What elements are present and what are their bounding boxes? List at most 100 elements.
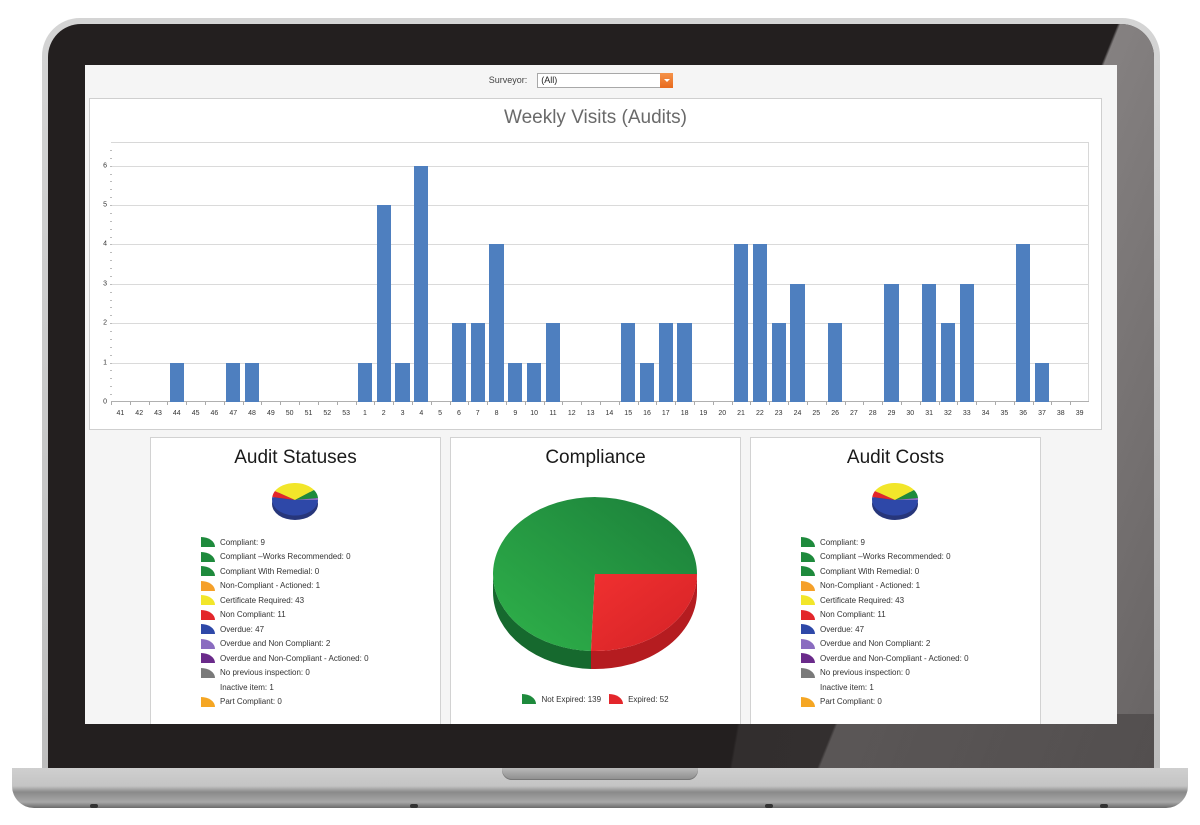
legend-label: Part Compliant: 0 — [820, 697, 882, 707]
x-tick-label: 5 — [438, 410, 443, 417]
x-tick-label: 33 — [962, 410, 971, 417]
x-tick-mark — [1051, 402, 1053, 405]
y-minor-tick — [110, 331, 112, 333]
x-tick-label: 30 — [906, 410, 915, 417]
bar-week-22[interactable] — [752, 244, 767, 402]
x-tick-mark — [1013, 402, 1015, 405]
x-tick-mark — [900, 402, 902, 405]
legend-item: Overdue: 47 — [801, 622, 969, 637]
bar-week-3[interactable] — [395, 362, 410, 402]
x-tick-mark — [261, 402, 263, 405]
legend-swatch-icon — [801, 609, 815, 620]
x-tick-label: 36 — [1019, 410, 1028, 417]
x-tick-mark — [825, 402, 827, 405]
bar-week-1[interactable] — [357, 362, 373, 402]
legend-item: Compliant With Remedial: 0 — [801, 564, 969, 579]
bar-week-29[interactable] — [884, 283, 899, 402]
x-tick-label: 29 — [887, 410, 896, 417]
bar-week-17[interactable] — [658, 323, 673, 402]
x-tick-label: 37 — [1038, 410, 1046, 417]
surveyor-dropdown[interactable]: (All) — [537, 72, 674, 88]
legend-swatch-icon — [801, 682, 815, 692]
compliance-pie-chart — [492, 497, 697, 670]
bar-week-6[interactable] — [451, 323, 467, 402]
legend-item: Certificate Required: 43 — [801, 593, 969, 608]
legend-label: Compliant With Remedial: 0 — [220, 566, 320, 576]
bar-week-33[interactable] — [959, 283, 974, 402]
dropdown-arrow-icon[interactable] — [660, 72, 674, 88]
x-tick-label: 44 — [172, 410, 181, 417]
x-tick-mark — [355, 402, 357, 405]
audit-costs-legend: Compliant: 9 Compliant –Works Recommended… — [801, 535, 969, 709]
x-tick-label: 19 — [699, 410, 708, 417]
y-minor-tick — [110, 212, 112, 214]
bar-week-36[interactable] — [1016, 244, 1031, 402]
x-tick-mark — [1070, 402, 1072, 405]
x-tick-label: 50 — [285, 410, 294, 417]
legend-item: Compliant –Works Recommended: 0 — [801, 550, 969, 565]
surveyor-selected-value: (All) — [541, 74, 558, 85]
bar-week-37[interactable] — [1034, 362, 1050, 402]
x-tick-mark — [411, 402, 413, 405]
x-tick-mark — [919, 402, 921, 405]
audit-statuses-legend: Compliant: 9 Compliant –Works Recommended… — [201, 535, 369, 709]
legend-item: Compliant: 9 — [801, 535, 969, 550]
x-axis-line — [111, 401, 1089, 402]
x-tick-mark — [393, 402, 395, 405]
bar-week-15[interactable] — [621, 323, 636, 402]
legend-label: Part Compliant: 0 — [220, 697, 282, 707]
x-tick-mark — [430, 402, 432, 405]
x-tick-label: 35 — [1000, 410, 1009, 417]
y-tick-label: 4 — [103, 240, 107, 248]
x-tick-label: 18 — [680, 410, 689, 417]
audit-costs-panel: Audit Costs Compliant: 9 Compliant –Works… — [750, 437, 1041, 724]
x-tick-mark — [449, 402, 451, 405]
legend-label: Inactive item: 1 — [820, 682, 874, 692]
bar-week-18[interactable] — [677, 323, 692, 402]
surveyor-label: Surveyor: — [488, 75, 528, 85]
x-tick-label: 39 — [1075, 410, 1084, 417]
bar-week-23[interactable] — [771, 323, 786, 402]
legend-label: Overdue and Non-Compliant - Actioned: 0 — [820, 653, 969, 663]
x-tick-mark — [129, 402, 131, 405]
bar-week-8[interactable] — [489, 244, 504, 402]
bar-week-44[interactable] — [169, 362, 184, 402]
x-tick-label: 28 — [868, 410, 877, 417]
bar-week-21[interactable] — [733, 244, 749, 402]
x-tick-mark — [562, 402, 564, 405]
x-tick-label: 53 — [342, 410, 350, 417]
bar-week-26[interactable] — [827, 323, 843, 402]
bar-week-9[interactable] — [508, 362, 523, 402]
bar-week-32[interactable] — [940, 323, 956, 402]
bar-week-16[interactable] — [639, 362, 655, 402]
x-tick-mark — [694, 402, 696, 405]
bar-week-31[interactable] — [921, 283, 937, 402]
bar-week-24[interactable] — [790, 283, 805, 402]
plot-area: 0 1 2 3 4 5 6 41 42 43 44 45 46 47 48 49 50 51 52 53 1 2 3 4 5 6 7… — [103, 142, 1089, 417]
bar-week-11[interactable] — [545, 323, 561, 402]
x-tick-mark — [806, 402, 808, 405]
legend-label: Overdue: 47 — [220, 624, 265, 634]
legend-label: Certificate Required: 43 — [820, 595, 905, 605]
x-tick-label: 13 — [586, 410, 595, 417]
legend-label: Compliant –Works Recommended: 0 — [220, 552, 351, 562]
x-tick-mark — [111, 402, 112, 405]
x-tick-label: 4 — [419, 410, 424, 417]
legend-label: Compliant –Works Recommended: 0 — [820, 552, 951, 562]
audit-statuses-pie-chart — [272, 482, 319, 520]
bar-week-48[interactable] — [244, 362, 260, 402]
legend-swatch-icon — [201, 696, 215, 707]
chart-title: Weekly Visits (Audits) — [503, 107, 687, 128]
bar-week-4[interactable] — [414, 165, 429, 402]
bar-week-7[interactable] — [470, 323, 485, 402]
bar-week-47[interactable] — [226, 362, 241, 402]
x-tick-mark — [863, 402, 865, 405]
bar-week-10[interactable] — [527, 362, 542, 402]
y-minor-tick — [110, 236, 112, 238]
y-minor-tick — [110, 205, 112, 207]
expired-swatch-icon — [609, 694, 624, 704]
legend-label: Not Expired: 139 — [541, 694, 602, 704]
x-tick-label: 49 — [266, 410, 275, 417]
bar-week-2[interactable] — [376, 205, 391, 402]
